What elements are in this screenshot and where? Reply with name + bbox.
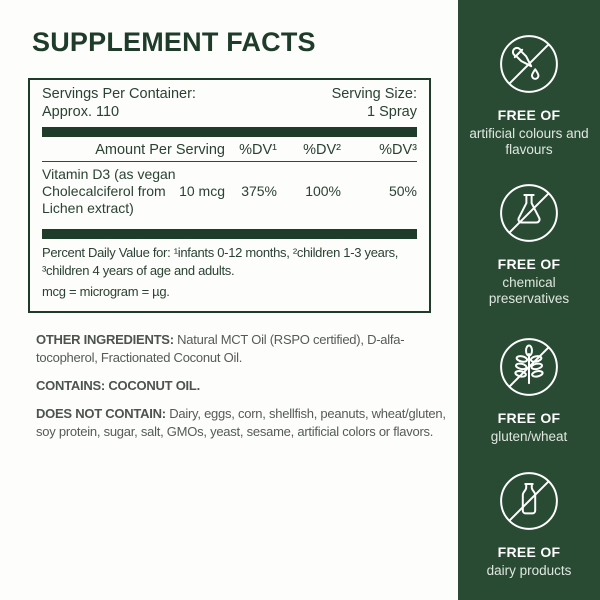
nutrient-name: Vitamin D3 (as vegan Cholecalciferol fro… xyxy=(42,166,176,216)
free-of-gluten-wheat: FREE OF gluten/wheat xyxy=(458,336,600,445)
free-of-title: FREE OF xyxy=(497,256,561,272)
nutrient-dv2: 100% xyxy=(305,183,341,199)
contains-paragraph: CONTAINS: COCONUT OIL. xyxy=(36,377,448,395)
serving-size: Serving Size: 1 Spray xyxy=(332,86,417,121)
free-of-artificial-colours: FREE OF artificial colours and flavours xyxy=(458,33,600,157)
footnote-mcg: mcg = microgram = µg. xyxy=(42,284,170,299)
free-of-subtitle: chemical preservatives xyxy=(488,275,570,306)
serving-size-value: 1 Spray xyxy=(367,103,417,120)
divider-bar-bottom xyxy=(42,229,417,239)
amount-per-serving-header: Amount Per Serving xyxy=(95,142,225,158)
free-of-title: FREE OF xyxy=(497,544,561,560)
label-panel: SUPPLEMENT FACTS Servings Per Container:… xyxy=(28,27,448,451)
free-of-dairy-products: FREE OF dairy products xyxy=(458,470,600,579)
free-of-title: FREE OF xyxy=(497,410,561,426)
servings-per-container-value: Approx. 110 xyxy=(42,103,120,120)
nutrient-dv1: 375% xyxy=(241,183,277,199)
serving-size-label: Serving Size: xyxy=(331,86,417,102)
free-of-sidebar: FREE OF artificial colours and flavours … xyxy=(458,0,600,600)
does-not-contain-paragraph: DOES NOT CONTAIN: Dairy, eggs, corn, she… xyxy=(36,405,448,441)
other-ingredients-paragraph: OTHER INGREDIENTS: Natural MCT Oil (RSPO… xyxy=(36,331,448,367)
other-ingredients-text: Natural MCT Oil (RSPO certified), D-alfa… xyxy=(36,332,405,365)
free-of-subtitle: gluten/wheat xyxy=(490,429,568,444)
free-of-subtitle: artificial colours and flavours xyxy=(469,126,589,157)
free-of-title: FREE OF xyxy=(497,107,561,123)
dv2-header: %DV² xyxy=(303,142,341,158)
other-ingredients-label: OTHER INGREDIENTS: xyxy=(36,332,174,347)
servings-per-container: Servings Per Container: Approx. 110 xyxy=(42,86,196,121)
footnote-daily-value: Percent Daily Value for: ¹infants 0-12 m… xyxy=(42,245,399,278)
no-milk-bottle-icon xyxy=(498,470,560,532)
no-wheat-icon xyxy=(498,336,560,398)
divider-bar-top xyxy=(42,127,417,137)
table-row: Vitamin D3 (as vegan Cholecalciferol fro… xyxy=(42,162,417,223)
free-of-subtitle: dairy products xyxy=(486,563,572,578)
no-flask-icon xyxy=(498,182,560,244)
ingredient-sections: OTHER INGREDIENTS: Natural MCT Oil (RSPO… xyxy=(36,331,448,451)
dv3-header: %DV³ xyxy=(379,142,417,158)
does-not-contain-text: Dairy, eggs, corn, shellfish, peanuts, w… xyxy=(36,406,446,439)
servings-per-container-label: Servings Per Container: xyxy=(42,86,196,102)
supplement-facts-box: Servings Per Container: Approx. 110 Serv… xyxy=(28,78,431,313)
servings-row: Servings Per Container: Approx. 110 Serv… xyxy=(42,86,417,121)
contains-label: CONTAINS: COCONUT OIL. xyxy=(36,378,200,393)
page-title: SUPPLEMENT FACTS xyxy=(32,27,316,57)
free-of-chemical-preservatives: FREE OF chemical preservatives xyxy=(458,182,600,306)
table-header-row: Amount Per Serving %DV¹ %DV² %DV³ xyxy=(42,137,417,162)
daily-value-footnote: Percent Daily Value for: ¹infants 0-12 m… xyxy=(42,239,417,301)
no-dropper-icon xyxy=(498,33,560,95)
does-not-contain-label: DOES NOT CONTAIN: xyxy=(36,406,166,421)
nutrient-amount: 10 mcg xyxy=(179,183,225,199)
nutrient-dv3: 50% xyxy=(388,183,417,199)
dv1-header: %DV¹ xyxy=(239,142,277,158)
